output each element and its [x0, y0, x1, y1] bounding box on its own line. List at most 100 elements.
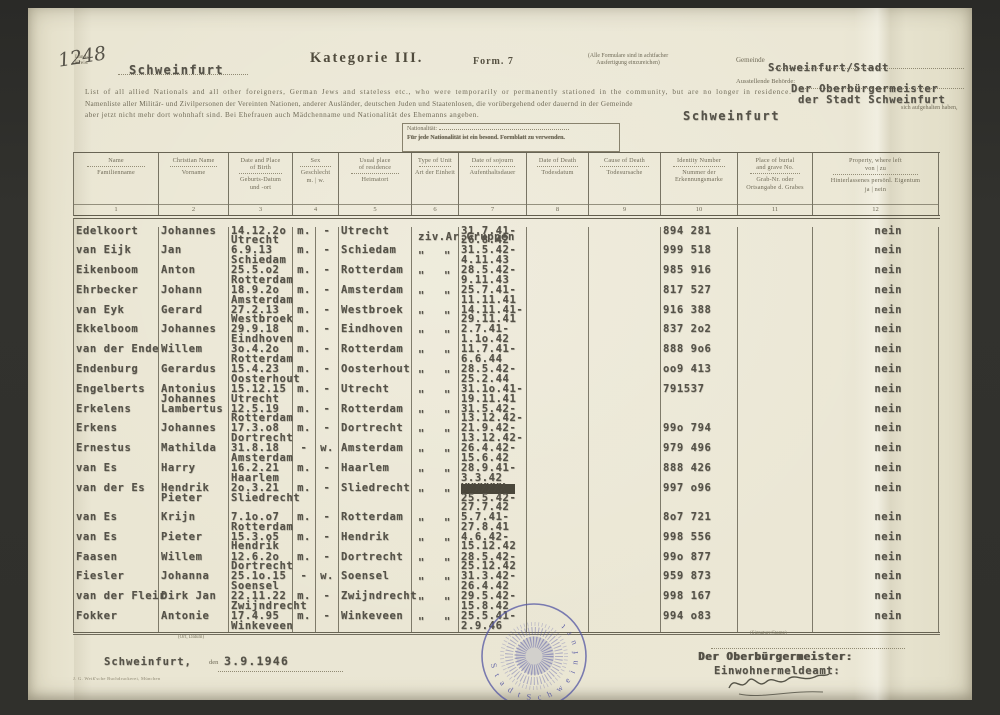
sojourn-from: 2.7.41-: [461, 323, 510, 336]
surname: van der Es: [76, 481, 146, 494]
surname: Ekkelboom: [76, 323, 139, 336]
death-date-cell: [527, 464, 589, 484]
land-label: Land-: [75, 54, 89, 60]
death-date-cell: [527, 532, 589, 553]
property-left-value: nein: [874, 244, 902, 257]
unit-type-2: ": [444, 289, 451, 302]
col-header-death-date: Date of Death Todesdatum 8: [527, 153, 589, 215]
identity-number: 894 281: [663, 224, 712, 237]
sojourn-to: 13.12.42-: [461, 412, 524, 425]
surname: Fiesler: [76, 570, 125, 583]
burial-cell: [738, 246, 813, 267]
unit-type-2: ": [444, 369, 451, 382]
sojourn-from: 25.7.41-: [461, 283, 517, 296]
sojourn-from: 31.7.41-: [461, 224, 517, 237]
surname: Ehrbecker: [76, 283, 139, 296]
death-cause-cell: [589, 532, 661, 553]
sex-female-mark: w.: [320, 570, 334, 583]
property-left-value: nein: [874, 530, 902, 543]
sojourn-from: 29.5.42-: [461, 590, 517, 603]
sex-female-mark: -: [323, 224, 331, 237]
table-row: Ekkelboom Johannes 29.9.18 Eindhoven m. -…: [74, 323, 940, 346]
death-cause-cell: [589, 444, 661, 465]
residence: Amsterdam: [341, 283, 404, 296]
identity-number: 997 o96: [663, 481, 712, 494]
death-date-cell: [527, 285, 589, 306]
identity-number: 979 496: [663, 442, 712, 455]
death-cause-cell: [589, 226, 661, 247]
sex-male-mark: m.: [297, 510, 311, 523]
sex-female-mark: -: [323, 283, 331, 296]
residence: Utrecht: [341, 382, 390, 395]
given-name: Anton: [161, 264, 196, 277]
table-row: van Es Krijn 7.1o.o7 Rotterdam m. - Rotte…: [74, 510, 940, 533]
birth-date: 7.1o.o7: [231, 510, 280, 523]
birth-date: 25.5.o2: [231, 264, 280, 277]
table-row: Endenburg Gerardus 15.4.23 Oosterhout m. …: [74, 364, 940, 385]
birth-place: Amsterdam: [231, 293, 294, 306]
given-name: Lambertus: [161, 402, 224, 415]
birth-place: Amsterdam: [231, 451, 294, 464]
death-date-cell: [527, 572, 589, 593]
residence: Dortrecht: [341, 422, 404, 435]
burial-cell: [738, 512, 813, 533]
birth-place: Sliedrecht: [231, 491, 301, 504]
burial-cell: [738, 592, 813, 612]
unit-type-1: ziv.Ar.: [418, 230, 467, 243]
sex-female-mark: -: [323, 530, 331, 543]
handwritten-note: 1248: [56, 42, 108, 72]
given-name: Pieter: [161, 530, 203, 543]
sojourn-to: 25.2.44: [461, 372, 510, 385]
table-row: Erkens Johannes 17.3.o8 Dortrecht m. - Do…: [74, 422, 940, 445]
table-row: van der Es Hendrik Pieter 2o.3.21 Sliedrec…: [74, 481, 940, 513]
unit-type-2: ": [444, 556, 451, 569]
table-row: van Eijk Jan 6.9.13 Schiedam m. - Schieda…: [74, 244, 940, 267]
sojourn-to: 11.11.41: [461, 293, 517, 306]
sex-female-mark: -: [323, 303, 331, 316]
sojourn-from: 31.3.42-: [461, 570, 517, 583]
signature: [728, 673, 830, 697]
table-row: Edelkoort Johannes 14.12.2o Utrecht m. - …: [74, 224, 940, 247]
sex-male-mark: m.: [297, 264, 311, 277]
burial-cell: [738, 226, 813, 247]
den-label: den: [209, 659, 219, 666]
sojourn-from: 31.5.42-: [461, 402, 517, 415]
unit-type-2: ": [444, 349, 451, 362]
table-row: Eikenboom Anton 25.5.o2 Rotterdam m. - Ro…: [74, 264, 940, 286]
birth-date: 17.4.95: [231, 609, 280, 622]
col-header-death-cause: Cause of Death Todesursache 9: [589, 153, 661, 215]
birth-date: 31.8.18: [231, 442, 280, 455]
sex-female-mark: -: [323, 244, 331, 257]
sojourn-to: 1.1o.42: [461, 333, 510, 346]
death-date-cell: [527, 611, 589, 632]
gemeinde-dotted-line: [772, 68, 964, 69]
residence: Utrecht: [341, 224, 390, 237]
given-name: Hendrik: [161, 481, 210, 494]
burial-cell: [738, 325, 813, 346]
col-header-unit: Type of Unit Art der Einheit 6: [412, 153, 459, 215]
birth-date: 16.2.21: [231, 462, 280, 475]
sex-male-mark: m.: [297, 402, 311, 415]
gemeinde-inline-value: Schweinfurt: [683, 109, 781, 123]
sojourn-from: 26.4.42-: [461, 442, 517, 455]
birth-date: 6.9.13: [231, 244, 273, 257]
identity-number: 916 388: [663, 303, 712, 316]
birth-place: Dortrecht: [231, 560, 294, 573]
given-name: Johannes: [161, 224, 217, 237]
property-left-value: nein: [874, 224, 902, 237]
identity-number: 817 527: [663, 283, 712, 296]
unit-type-2: ": [444, 615, 451, 628]
death-cause-cell: [589, 325, 661, 346]
birth-date: 12.5.19: [231, 402, 280, 415]
burial-cell: [738, 464, 813, 484]
col-header-identity: Identity Number Nummer der Erkennungsmarke…: [661, 153, 738, 215]
unit-type-1: ": [418, 270, 425, 283]
table-row: Fokker Antonie 17.4.95 Winkeveen m. - Win…: [74, 609, 940, 632]
residence: Dortrecht: [341, 550, 404, 563]
property-left-value: nein: [874, 323, 902, 336]
death-cause-cell: [589, 246, 661, 267]
identity-number: 837 2o2: [663, 323, 712, 336]
table-row: Fiesler Johanna 25.1o.15 Soensel - w. Soe…: [74, 570, 940, 593]
identity-number: 99o 877: [663, 550, 712, 563]
unit-type-1: ": [418, 576, 425, 589]
